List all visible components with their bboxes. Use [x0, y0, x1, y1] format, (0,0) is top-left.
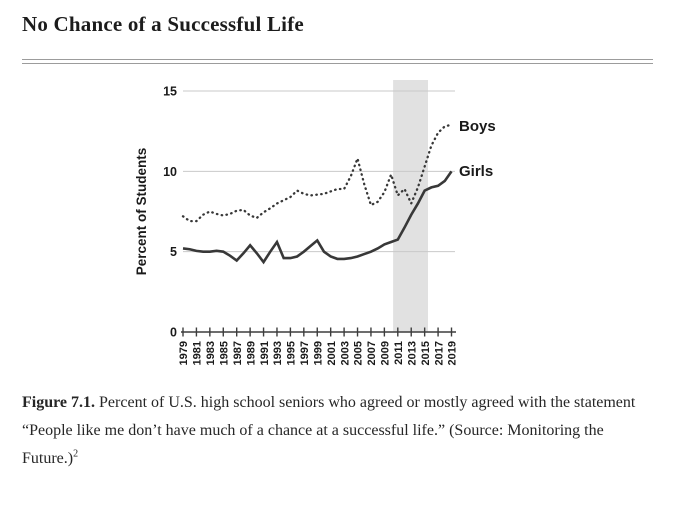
x-tick-label-1999: 1999 [312, 341, 324, 365]
x-tick-label-2015: 2015 [420, 341, 432, 365]
figure-caption: Figure 7.1. Percent of U.S. high school … [22, 389, 662, 473]
shaded-band [393, 80, 429, 332]
x-tick-label-2005: 2005 [353, 341, 365, 365]
y-tick-label-10: 10 [163, 165, 177, 179]
girls-line [182, 170, 453, 265]
x-tick-label-2009: 2009 [380, 341, 392, 365]
x-tick-label-1995: 1995 [286, 341, 298, 365]
y-tick-label-5: 5 [170, 245, 177, 259]
page-title: No Chance of a Successful Life [22, 12, 304, 36]
x-tick-label-2019: 2019 [447, 341, 459, 365]
figure-label: Figure 7.1. [22, 394, 96, 411]
x-tick-label-1981: 1981 [192, 341, 204, 365]
x-tick-label-1997: 1997 [299, 341, 311, 365]
x-tick-label-2013: 2013 [406, 341, 418, 365]
x-tick-label-1979: 1979 [178, 341, 190, 365]
x-tick-label-1985: 1985 [218, 341, 230, 365]
series-label-boys: Boys [459, 118, 496, 135]
x-tick-label-2011: 2011 [393, 341, 405, 365]
x-tick-label-1983: 1983 [205, 341, 217, 365]
x-tick-label-1993: 1993 [272, 341, 284, 365]
divider-double-rule [22, 59, 653, 64]
boys-line [181, 123, 453, 223]
series-label-girls: Girls [459, 163, 493, 180]
y-tick-label-0: 0 [170, 326, 177, 340]
y-axis-title: Percent of Students [134, 148, 149, 276]
x-tick-label-1987: 1987 [232, 341, 244, 365]
x-tick-label-2003: 2003 [339, 341, 351, 365]
caption-text: Percent of U.S. high school seniors who … [22, 394, 636, 467]
x-tick-label-2017: 2017 [433, 341, 445, 365]
x-tick-label-2001: 2001 [326, 341, 338, 365]
x-tick-label-1991: 1991 [259, 341, 271, 365]
footnote-marker: 2 [73, 448, 79, 460]
x-tick-label-1989: 1989 [245, 341, 257, 365]
y-tick-label-15: 15 [163, 85, 177, 99]
x-tick-label-2007: 2007 [366, 341, 378, 365]
